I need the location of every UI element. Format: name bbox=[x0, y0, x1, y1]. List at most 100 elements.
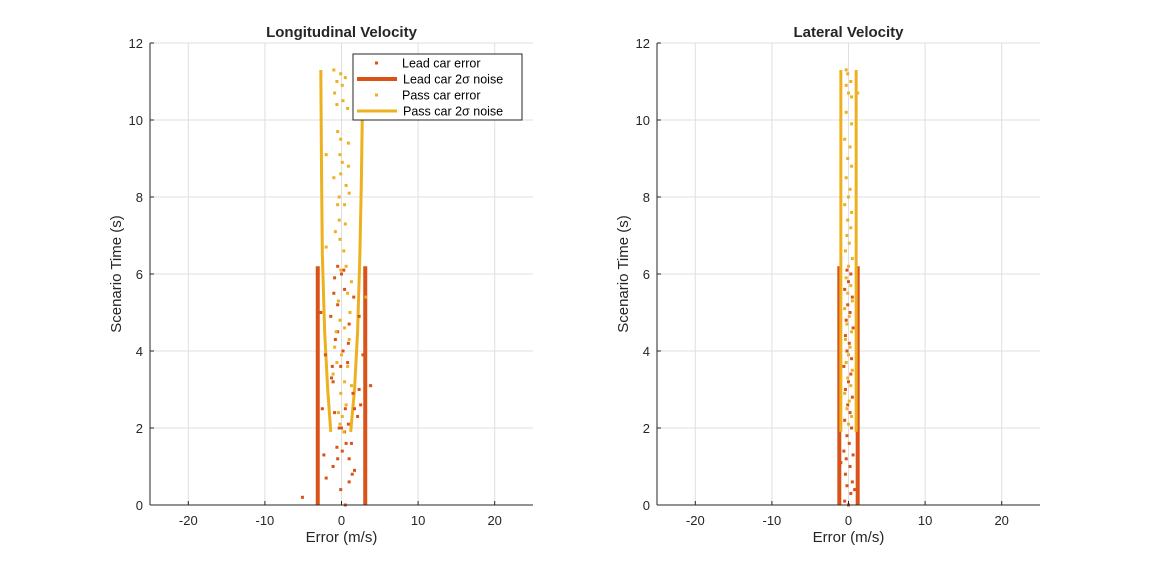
scatter-point bbox=[844, 176, 848, 180]
scatter-point bbox=[353, 407, 357, 411]
scatter-point bbox=[848, 465, 852, 468]
scatter-point bbox=[848, 345, 852, 349]
scatter-point bbox=[850, 426, 854, 430]
scatter-point bbox=[851, 453, 855, 457]
scatter-point bbox=[844, 83, 848, 87]
scatter-point bbox=[349, 384, 353, 388]
scatter-point bbox=[342, 268, 346, 272]
legend-marker-icon bbox=[375, 61, 378, 65]
scatter-point bbox=[347, 191, 351, 195]
scatter-point bbox=[856, 91, 860, 95]
scatter-point bbox=[337, 218, 341, 222]
scatter-point bbox=[359, 403, 363, 407]
scatter-point bbox=[848, 145, 852, 149]
scatter-point bbox=[352, 295, 356, 299]
y-tick-label: 8 bbox=[136, 190, 143, 205]
scatter-point bbox=[339, 391, 343, 395]
scatter-point bbox=[334, 330, 338, 334]
scatter-point bbox=[844, 318, 848, 322]
scatter-point bbox=[846, 157, 850, 160]
scatter-point bbox=[847, 441, 851, 445]
legend-entry-label: Pass car error bbox=[402, 89, 481, 103]
noise-bound-upper-line bbox=[349, 69, 365, 432]
scatter-point bbox=[847, 264, 850, 268]
scatter-point bbox=[322, 453, 326, 457]
scatter-point bbox=[846, 72, 850, 76]
scatter-point bbox=[347, 322, 351, 326]
y-axis-label: Scenario Time (s) bbox=[615, 215, 632, 333]
scatter-point bbox=[850, 480, 854, 484]
y-tick-label: 0 bbox=[136, 498, 143, 513]
scatter-point bbox=[847, 314, 851, 318]
y-tick-label: 0 bbox=[643, 498, 650, 513]
legend-box bbox=[352, 53, 523, 121]
scatter-point bbox=[346, 291, 350, 295]
scatter-point bbox=[346, 106, 350, 110]
scatter-point bbox=[342, 430, 346, 434]
scatter-point bbox=[344, 183, 348, 187]
scatter-point bbox=[343, 287, 347, 291]
scatter-point bbox=[356, 414, 360, 418]
scatter-point bbox=[344, 403, 348, 407]
legend: Lead car error Lead car 2σ noise Pass car … bbox=[352, 53, 523, 121]
scatter-point bbox=[849, 491, 853, 495]
scatter-point bbox=[847, 353, 850, 357]
scatter-point bbox=[300, 495, 304, 499]
scatter-point bbox=[336, 303, 340, 307]
scatter-point bbox=[339, 137, 343, 141]
scatter-point bbox=[320, 407, 324, 411]
scatter-point bbox=[850, 95, 854, 99]
scatter-point bbox=[850, 357, 854, 361]
scatter-point bbox=[343, 76, 347, 80]
scatter-point bbox=[319, 311, 323, 314]
scatter-point bbox=[324, 476, 328, 480]
scatter-point bbox=[335, 445, 339, 449]
scatter-point bbox=[844, 110, 848, 114]
scatter-point bbox=[843, 203, 847, 207]
scatter-point bbox=[341, 349, 345, 353]
legend-entry-label: Lead car error bbox=[402, 57, 481, 71]
scatter-point bbox=[338, 318, 342, 322]
scatter-point bbox=[338, 422, 342, 426]
y-tick-label: 4 bbox=[643, 344, 650, 359]
x-axis-label: Error (m/s) bbox=[813, 529, 885, 546]
scatter-point bbox=[848, 411, 852, 415]
lateral-velocity-axes: -20 -10 0 10 20 0 2 4 6 8 10 12 Lateral Velocity Erro… bbox=[615, 24, 1040, 546]
scatter-point bbox=[845, 268, 849, 272]
scatter-point bbox=[839, 461, 843, 465]
scatter-point bbox=[847, 195, 850, 199]
scatter-point bbox=[853, 488, 857, 492]
scatter-point bbox=[338, 237, 342, 241]
scatter-point bbox=[331, 465, 335, 468]
scatter-point bbox=[849, 272, 853, 276]
scatter-point bbox=[336, 411, 340, 415]
scatter-point bbox=[843, 137, 847, 141]
scatter-point bbox=[336, 264, 340, 268]
y-tick-label: 10 bbox=[129, 113, 143, 128]
scatter-point bbox=[340, 83, 344, 87]
x-tick-label: 10 bbox=[411, 513, 425, 528]
scatter-point bbox=[342, 249, 346, 253]
scatter-point bbox=[340, 426, 343, 430]
scatter-point bbox=[851, 326, 855, 330]
y-axis-label: Scenario Time (s) bbox=[108, 215, 125, 333]
scatter-point bbox=[842, 364, 846, 368]
scatter-point bbox=[850, 295, 854, 299]
scatter-point bbox=[850, 368, 854, 372]
scatter-point bbox=[849, 284, 853, 288]
scatter-point bbox=[336, 130, 340, 134]
scatter-point bbox=[850, 210, 854, 214]
scatter-point bbox=[332, 176, 336, 180]
scatter-point bbox=[353, 468, 357, 472]
scatter-point bbox=[848, 311, 852, 314]
x-tick-label: 20 bbox=[994, 513, 1008, 528]
scatter-point bbox=[361, 353, 365, 357]
scatter-point bbox=[335, 361, 339, 365]
scatter-point bbox=[849, 226, 853, 230]
scatter-point bbox=[323, 353, 327, 357]
scatter-point bbox=[847, 241, 851, 245]
scatter-point bbox=[331, 380, 335, 384]
scatter-point bbox=[330, 364, 334, 368]
x-tick-label: -20 bbox=[686, 513, 705, 528]
scatter-point bbox=[846, 218, 850, 222]
